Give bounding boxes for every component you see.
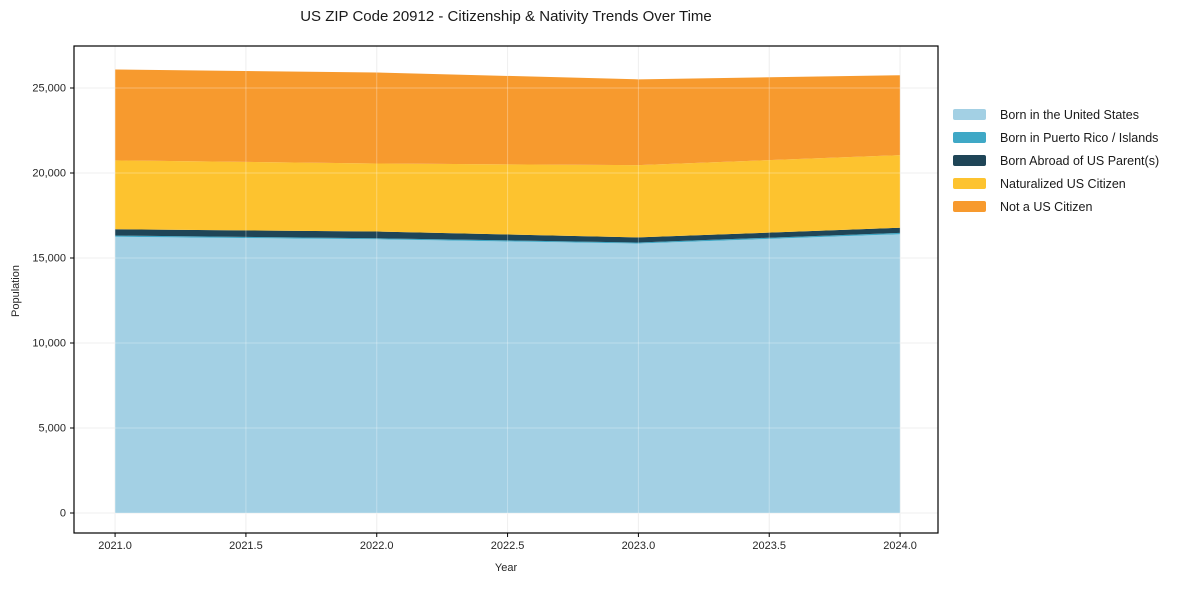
- legend-swatch: [953, 155, 986, 166]
- x-tick-label: 2021.0: [98, 540, 132, 552]
- legend-swatch: [953, 178, 986, 189]
- axes-frame: [73, 45, 939, 534]
- legend-label: Not a US Citizen: [1000, 199, 1093, 214]
- legend-swatch: [953, 132, 986, 143]
- y-tick-label: 5,000: [38, 423, 66, 435]
- y-tick-label: 0: [60, 508, 66, 520]
- x-tick-label: 2021.5: [229, 540, 263, 552]
- legend-item: Not a US Citizen: [953, 195, 1159, 218]
- x-tick-label: 2022.0: [360, 540, 394, 552]
- area-series-3: [115, 155, 901, 238]
- x-tick-label: 2024.0: [883, 540, 917, 552]
- area-series-2: [115, 227, 901, 243]
- x-tick-label: 2023.0: [622, 540, 656, 552]
- x-axis-label: Year: [494, 562, 518, 574]
- y-tick-label: 15,000: [32, 252, 66, 264]
- area-series-4: [115, 69, 901, 166]
- legend-label: Born in the United States: [1000, 107, 1139, 122]
- x-tick-label: 2023.5: [752, 540, 786, 552]
- legend-label: Naturalized US Citizen: [1000, 176, 1126, 191]
- legend: Born in the United States Born in Puerto …: [953, 103, 1159, 218]
- y-tick-label: 10,000: [32, 338, 66, 350]
- legend-label: Born in Puerto Rico / Islands: [1000, 130, 1159, 145]
- x-tick-label: 2022.5: [491, 540, 525, 552]
- legend-item: Born in the United States: [953, 103, 1159, 126]
- legend-swatch: [953, 109, 986, 120]
- legend-item: Born in Puerto Rico / Islands: [953, 126, 1159, 149]
- y-tick-label: 25,000: [32, 82, 66, 94]
- area-series-1: [115, 232, 901, 244]
- legend-swatch: [953, 201, 986, 212]
- legend-item: Naturalized US Citizen: [953, 172, 1159, 195]
- legend-label: Born Abroad of US Parent(s): [1000, 153, 1160, 168]
- area-series-0: [115, 234, 901, 514]
- legend-item: Born Abroad of US Parent(s): [953, 149, 1159, 172]
- y-tick-label: 20,000: [32, 167, 66, 179]
- chart-title: US ZIP Code 20912 - Citizenship & Nativi…: [300, 8, 712, 25]
